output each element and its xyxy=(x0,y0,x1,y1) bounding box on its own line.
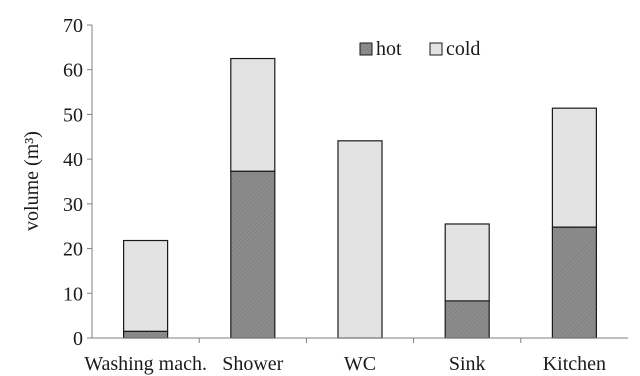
bar-hot-segment xyxy=(444,300,490,339)
y-tick-label: 20 xyxy=(63,239,83,261)
bar-hot-segment xyxy=(551,226,598,339)
legend: hot cold xyxy=(359,38,480,60)
bar-hot-segment xyxy=(122,330,169,339)
y-axis: 0 10 20 30 40 50 60 70 xyxy=(63,15,93,350)
y-tick-label: 70 xyxy=(63,15,83,37)
y-tick-label: 40 xyxy=(63,149,83,171)
legend-swatch xyxy=(429,42,443,56)
y-axis-title: volume (m³) xyxy=(21,131,43,231)
bar-cold-segment xyxy=(551,107,598,228)
x-category-label: Washing mach. xyxy=(84,353,207,375)
legend-label: cold xyxy=(446,38,480,60)
bar-cold-segment xyxy=(230,57,276,172)
x-category-label: WC xyxy=(344,353,376,375)
y-tick-label: 0 xyxy=(73,328,83,350)
bar-hot-segment xyxy=(230,170,276,339)
bar-cold-segment xyxy=(337,140,383,339)
legend-swatch xyxy=(359,42,373,56)
x-category-label: Kitchen xyxy=(543,353,606,375)
legend-label: hot xyxy=(376,38,402,60)
bar-cold-segment xyxy=(444,223,490,302)
y-tick-label: 30 xyxy=(63,194,83,216)
bars xyxy=(122,57,598,339)
x-axis: Washing mach. Shower WC Sink Kitchen xyxy=(84,337,628,375)
y-tick-label: 10 xyxy=(63,283,83,305)
y-tick-label: 60 xyxy=(63,60,83,82)
x-category-label: Sink xyxy=(449,353,486,375)
x-category-label: Shower xyxy=(222,353,283,375)
bar-cold-segment xyxy=(122,239,169,332)
y-tick-label: 50 xyxy=(63,104,83,126)
